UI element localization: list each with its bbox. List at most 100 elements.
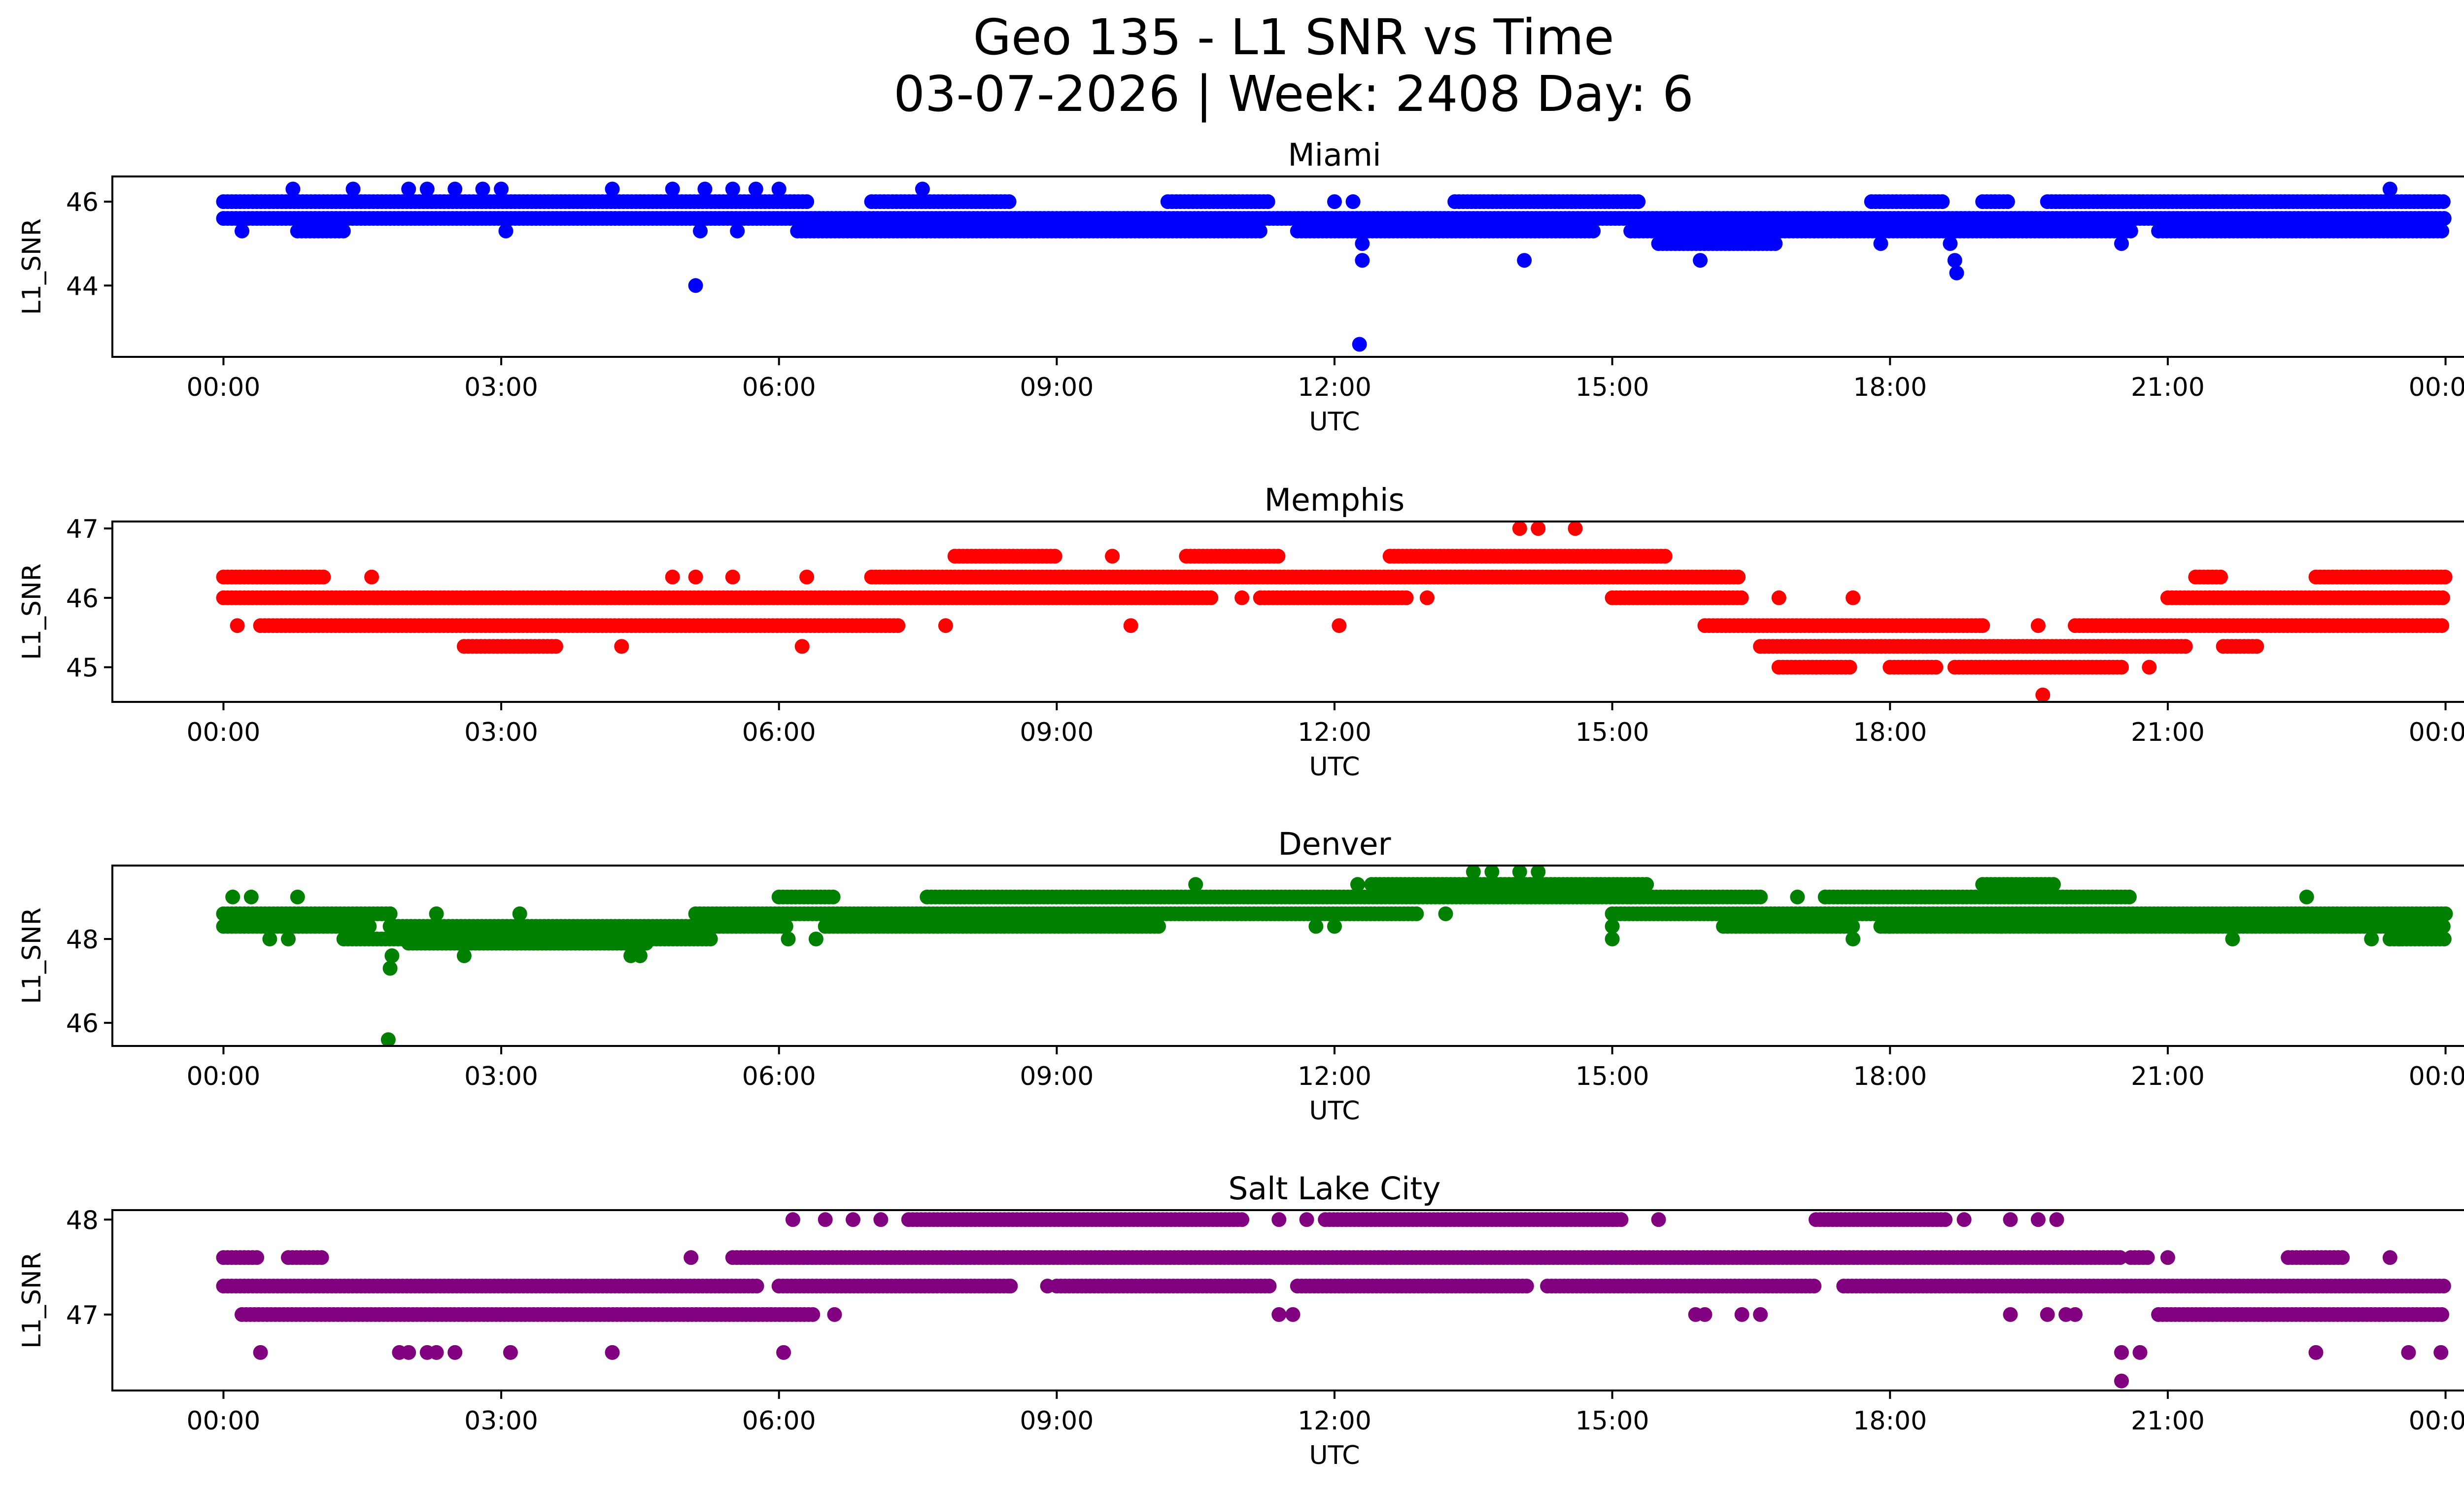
data-point xyxy=(2435,194,2451,209)
data-point xyxy=(781,932,796,946)
x-tick-label: 18:00 xyxy=(1853,718,1927,747)
data-point xyxy=(1657,549,1673,564)
data-point xyxy=(2000,194,2015,209)
data-point xyxy=(1531,866,1546,879)
x-tick-label: 06:00 xyxy=(742,1062,816,1091)
data-point xyxy=(1419,590,1435,605)
data-point xyxy=(316,569,331,585)
data-point xyxy=(1332,618,1347,633)
subplot-title: Denver xyxy=(1278,826,1391,862)
y-tick-label: 48 xyxy=(66,925,99,955)
data-point xyxy=(639,936,654,951)
data-point xyxy=(1771,590,1786,605)
data-point xyxy=(1047,549,1062,564)
data-point xyxy=(1512,522,1527,536)
marker-group-salt-lake-city xyxy=(216,1212,2451,1389)
data-point xyxy=(1203,590,1219,605)
x-axis-label: UTC xyxy=(1309,407,1360,437)
data-point xyxy=(1270,549,1286,564)
data-point xyxy=(665,181,680,197)
data-point xyxy=(2122,889,2137,904)
data-point xyxy=(1105,549,1120,564)
data-point xyxy=(1123,618,1138,633)
data-point xyxy=(419,181,435,197)
marker-group-miami xyxy=(216,181,2452,352)
data-point xyxy=(703,932,718,946)
data-point xyxy=(243,889,259,904)
data-point xyxy=(2434,618,2449,633)
data-point xyxy=(1975,618,1990,633)
x-tick-label: 15:00 xyxy=(1575,718,1649,747)
data-point xyxy=(2113,1250,2128,1265)
x-tick-label: 00:00 xyxy=(187,718,261,747)
data-point xyxy=(262,932,277,946)
x-tick-label: 09:00 xyxy=(1020,718,1094,747)
x-tick-label: 09:00 xyxy=(1020,373,1094,402)
data-point xyxy=(730,223,745,239)
data-point xyxy=(1882,919,1898,934)
data-point xyxy=(1260,194,1275,209)
data-point xyxy=(1466,866,1481,879)
data-point xyxy=(401,181,416,197)
data-point xyxy=(285,181,301,197)
data-point xyxy=(2437,569,2453,585)
data-point xyxy=(1790,889,1805,904)
data-point xyxy=(336,223,351,239)
x-tick-label: 15:00 xyxy=(1575,373,1649,402)
data-point xyxy=(2392,932,2407,946)
data-point xyxy=(456,948,472,963)
x-tick-label: 09:00 xyxy=(1020,1062,1094,1091)
data-point xyxy=(384,948,400,963)
x-tick-label: 00:00 xyxy=(2409,1062,2464,1091)
data-point xyxy=(475,181,490,197)
y-tick-label: 46 xyxy=(66,188,99,217)
data-point xyxy=(1605,919,1620,934)
data-point xyxy=(2435,590,2450,605)
y-tick-label: 44 xyxy=(66,272,99,301)
data-point xyxy=(512,906,527,921)
data-point xyxy=(2225,932,2240,946)
x-tick-label: 00:00 xyxy=(187,1062,261,1091)
data-point xyxy=(1001,194,1017,209)
data-point xyxy=(697,181,713,197)
data-point xyxy=(1399,590,1414,605)
figure-title-line-2: 03-07-2026 | Week: 2408 Day: 6 xyxy=(893,65,1693,123)
x-axis-label: UTC xyxy=(1309,752,1360,782)
data-point xyxy=(665,569,680,585)
data-point xyxy=(749,1279,764,1294)
figure-title-line-1: Geo 135 - L1 SNR vs Time xyxy=(973,8,1614,66)
data-point xyxy=(938,618,953,633)
data-point xyxy=(1327,194,1342,209)
data-point xyxy=(1639,877,1654,892)
x-tick-label: 00:00 xyxy=(2409,373,2464,402)
data-point xyxy=(2364,932,2379,946)
data-point xyxy=(2140,1250,2155,1265)
data-point xyxy=(890,618,906,633)
x-tick-label: 03:00 xyxy=(464,373,538,402)
data-point xyxy=(1846,590,1861,605)
data-point xyxy=(799,569,815,585)
data-point xyxy=(548,639,563,654)
data-point xyxy=(1512,866,1527,879)
data-point xyxy=(1517,253,1532,268)
data-point xyxy=(1947,253,1962,268)
data-point xyxy=(725,569,740,585)
x-tick-label: 06:00 xyxy=(742,718,816,747)
data-point xyxy=(748,181,763,197)
data-point xyxy=(1817,889,1833,904)
data-point xyxy=(382,961,398,976)
data-point xyxy=(1846,932,1861,946)
data-point xyxy=(1519,1279,1534,1294)
data-point xyxy=(230,618,245,633)
data-point xyxy=(314,1250,329,1265)
data-point xyxy=(771,181,787,197)
data-point xyxy=(447,181,463,197)
data-point xyxy=(2438,906,2453,921)
data-point xyxy=(1350,877,1365,892)
data-point xyxy=(2114,660,2129,675)
data-point xyxy=(235,223,249,239)
data-point xyxy=(1845,919,1860,934)
